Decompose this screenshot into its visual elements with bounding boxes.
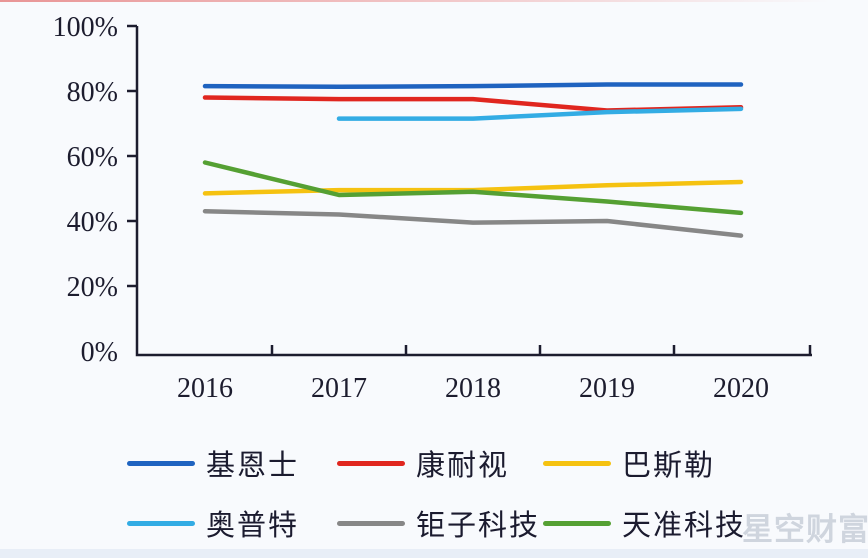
series-line-1 — [202, 95, 744, 113]
legend-swatch-basler — [543, 460, 611, 466]
axis-frame — [135, 26, 812, 357]
top-accent-strip — [0, 0, 830, 2]
legend-item-basler: 巴斯勒 — [543, 445, 716, 482]
y-tick-label-0%: 0% — [81, 337, 118, 368]
series-line-0 — [202, 82, 744, 90]
legend-item-juzi-tech: 钜子科技 — [337, 505, 541, 542]
legend-swatch-keyence — [127, 460, 195, 466]
legend-label-tianzhun-tech: 天准科技 — [622, 510, 747, 542]
legend-swatch-opt — [127, 520, 195, 526]
legend-swatch-juzi-tech — [337, 520, 405, 526]
line-chart: 0% 20% 40% 60% 80% 100% 2016 2017 2018 2019 2020 — [53, 12, 812, 404]
legend-label-basler: 巴斯勒 — [622, 450, 716, 482]
legend-item-tianzhun-tech: 天准科技 — [543, 505, 747, 542]
legend-label-opt: 奥普特 — [206, 510, 300, 542]
x-tick-label-2018: 2018 — [445, 373, 501, 404]
series-line-3 — [336, 106, 744, 121]
x-tick-label-2020: 2020 — [713, 373, 769, 404]
x-tick-label-2019: 2019 — [579, 373, 635, 404]
legend-item-opt: 奥普特 — [127, 505, 300, 542]
y-tick-label-100%: 100% — [53, 12, 118, 43]
legend-label-cognex: 康耐视 — [416, 450, 510, 482]
legend-item-cognex: 康耐视 — [337, 445, 510, 482]
x-tick-label-2016: 2016 — [177, 373, 233, 404]
series-line-5 — [202, 160, 744, 216]
legend-label-keyence: 基恩士 — [206, 450, 300, 482]
series-line-4 — [202, 209, 744, 238]
y-tick-label-60%: 60% — [67, 142, 118, 173]
y-tick-label-20%: 20% — [67, 272, 118, 303]
legend-item-keyence: 基恩士 — [127, 445, 300, 482]
watermark-text: 星空财富 — [742, 512, 868, 547]
bottom-edge-strip — [0, 549, 868, 558]
legend-label-juzi-tech: 钜子科技 — [416, 510, 541, 542]
y-tick-label-40%: 40% — [67, 207, 118, 238]
y-tick-label-80%: 80% — [67, 77, 118, 108]
x-tick-label-2017: 2017 — [311, 373, 367, 404]
legend-swatch-cognex — [337, 460, 405, 466]
legend-swatch-tianzhun-tech — [543, 520, 611, 526]
